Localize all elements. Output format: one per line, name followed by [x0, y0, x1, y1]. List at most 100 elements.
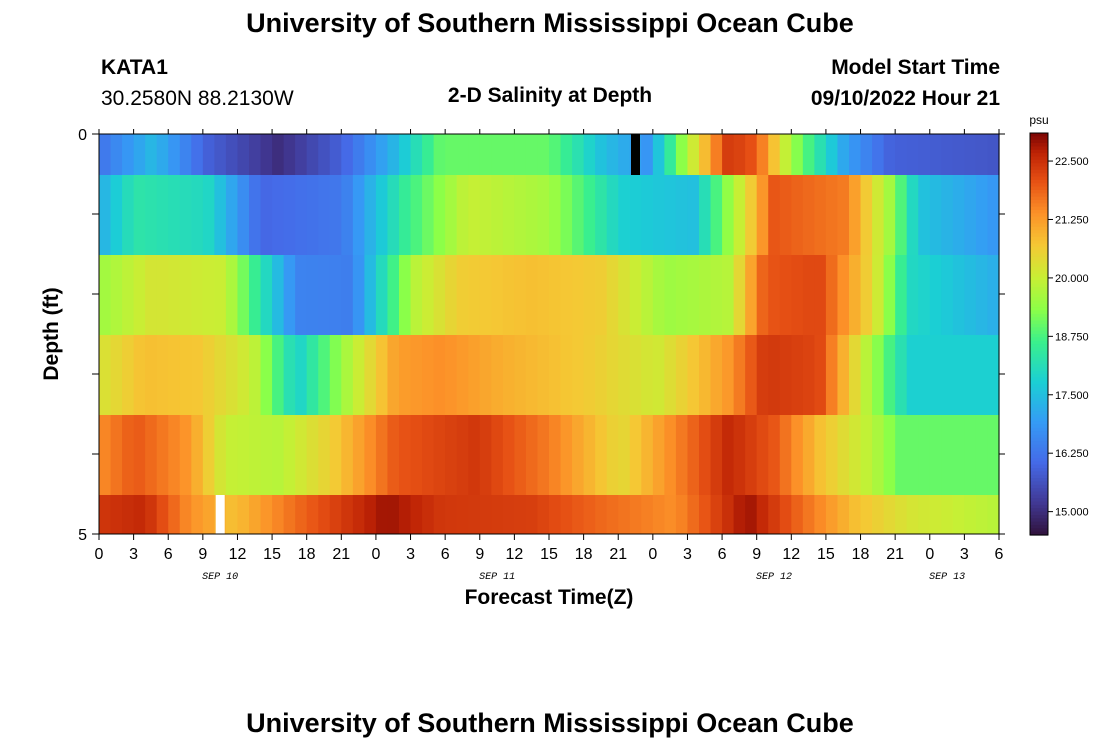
heatmap-cell: [791, 495, 804, 534]
colorbar-segment: [1030, 414, 1048, 419]
heatmap-cell: [629, 255, 642, 335]
heatmap-cell: [399, 495, 412, 534]
heatmap-cell: [145, 495, 158, 534]
heatmap-cell: [929, 495, 942, 534]
heatmap-cell: [445, 175, 458, 255]
heatmap-cell: [941, 175, 954, 255]
heatmap-cell: [849, 255, 862, 335]
colorbar-segment: [1030, 163, 1048, 168]
heatmap-cell: [318, 255, 331, 335]
heatmap-cell: [156, 134, 169, 175]
heatmap-cell: [872, 335, 885, 415]
heatmap-cell: [975, 415, 989, 495]
heatmap-cell: [722, 415, 735, 495]
heatmap-cell: [618, 495, 631, 534]
colorbar-segment: [1030, 377, 1048, 382]
heatmap-cell: [179, 335, 192, 415]
heatmap-cell: [641, 495, 654, 534]
colorbar-segment: [1030, 394, 1048, 399]
x-day-label: SEP 12: [756, 572, 792, 583]
heatmap-cell: [918, 134, 931, 175]
heatmap-cell: [514, 415, 527, 495]
heatmap-cell: [225, 495, 239, 534]
heatmap-cell: [191, 134, 204, 175]
heatmap-cell: [445, 335, 458, 415]
heatmap-cell: [468, 175, 481, 255]
heatmap-cell: [837, 255, 850, 335]
heatmap-cell: [399, 175, 412, 255]
heatmap-cell: [375, 255, 389, 335]
heatmap-cell: [791, 255, 804, 335]
heatmap-cell: [272, 134, 285, 175]
heatmap-cell: [618, 255, 631, 335]
colorbar-segment: [1030, 223, 1048, 228]
colorbar-segment: [1030, 498, 1048, 503]
heatmap-cell: [779, 255, 792, 335]
heatmap-cell: [456, 134, 469, 175]
colorbar-segment: [1030, 521, 1048, 526]
heatmap-cell: [283, 335, 296, 415]
heatmap-cell: [595, 134, 608, 175]
heatmap-cell: [860, 134, 873, 175]
heatmap-cell: [872, 175, 885, 255]
heatmap-cell: [99, 415, 112, 495]
heatmap-cell: [849, 175, 862, 255]
colorbar-segment: [1030, 310, 1048, 315]
colorbar-segment: [1030, 337, 1048, 342]
heatmap-cell: [456, 415, 469, 495]
heatmap-cell: [964, 134, 977, 175]
x-tick-label: 9: [198, 546, 207, 563]
heatmap-cell: [249, 415, 262, 495]
colorbar-segment: [1030, 297, 1048, 302]
colorbar-segment: [1030, 206, 1048, 211]
heatmap-cell: [710, 134, 723, 175]
heatmap-cell: [779, 134, 792, 175]
heatmap-cell: [756, 175, 769, 255]
colorbar-segment: [1030, 427, 1048, 432]
heatmap-cell: [283, 175, 296, 255]
heatmap-cell: [837, 335, 850, 415]
heatmap-cell: [825, 335, 839, 415]
heatmap-cell: [479, 335, 492, 415]
heatmap-cell: [249, 255, 262, 335]
heatmap-cell: [491, 255, 504, 335]
colorbar-segment: [1030, 330, 1048, 335]
heatmap-cell: [433, 335, 446, 415]
colorbar-tick-label: 16.250: [1055, 448, 1089, 460]
station-id: KATA1: [101, 56, 168, 79]
colorbar-segment: [1030, 283, 1048, 288]
heatmap-cell: [987, 175, 1000, 255]
heatmap-cell: [156, 335, 169, 415]
heatmap-cell: [883, 134, 896, 175]
heatmap-cell: [387, 495, 400, 534]
heatmap-cell: [987, 134, 1000, 175]
heatmap-cell: [929, 175, 942, 255]
heatmap-cell: [549, 175, 562, 255]
x-day-label: SEP 11: [479, 572, 515, 583]
x-tick-label: 15: [817, 546, 835, 563]
heatmap-cell: [745, 175, 758, 255]
heatmap-cell: [491, 134, 504, 175]
heatmap-cell: [825, 175, 839, 255]
colorbar-segment: [1030, 173, 1048, 178]
heatmap-cell: [906, 495, 919, 534]
heatmap-cell: [110, 255, 123, 335]
heatmap-cell: [825, 255, 839, 335]
heatmap-cell: [214, 255, 227, 335]
heatmap-cell: [352, 175, 365, 255]
colorbar-segment: [1030, 136, 1048, 141]
heatmap-cell: [260, 134, 273, 175]
colorbar-segment: [1030, 407, 1048, 412]
colorbar-segment: [1030, 384, 1048, 389]
heatmap-cell: [387, 415, 400, 495]
heatmap-cell: [237, 335, 250, 415]
heatmap-cell: [295, 175, 308, 255]
heatmap-cell: [375, 134, 389, 175]
heatmap-cell: [306, 175, 319, 255]
heatmap-cell: [133, 134, 146, 175]
colorbar-segment: [1030, 320, 1048, 325]
heatmap-cell: [849, 495, 862, 534]
heatmap-cell: [306, 495, 319, 534]
x-tick-label: 6: [718, 546, 727, 563]
heatmap-cell: [687, 495, 700, 534]
